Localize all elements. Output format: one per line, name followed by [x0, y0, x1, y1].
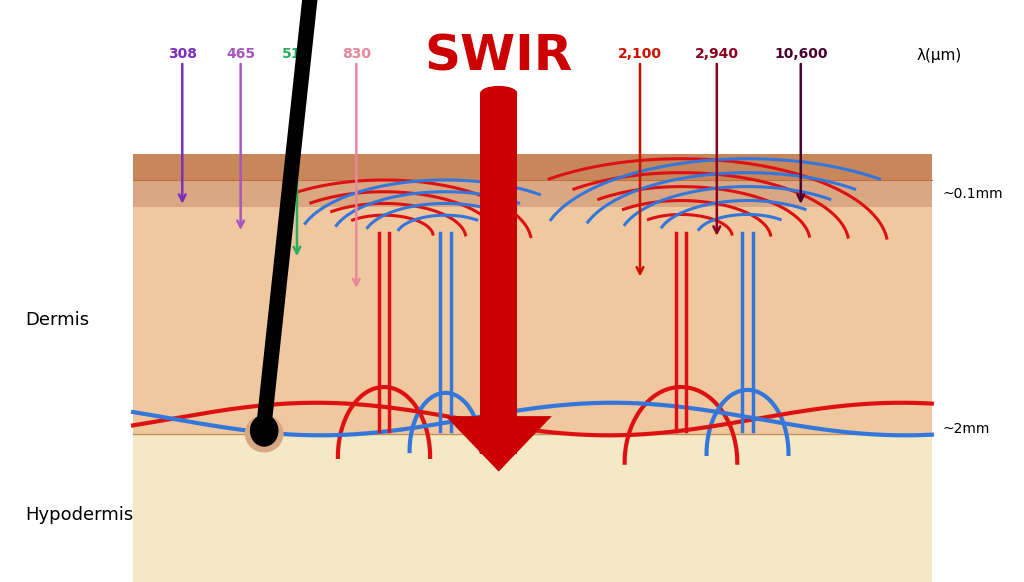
- Bar: [480, 93, 517, 454]
- Text: 308: 308: [168, 47, 197, 61]
- Text: 2,940: 2,940: [695, 47, 738, 61]
- Text: ~2mm: ~2mm: [942, 422, 989, 436]
- Text: Dermis: Dermis: [26, 311, 90, 329]
- Text: 830: 830: [342, 47, 371, 61]
- Text: SWIR: SWIR: [425, 32, 572, 80]
- Ellipse shape: [245, 414, 284, 453]
- Text: 515: 515: [283, 47, 311, 61]
- Bar: [133, 434, 932, 582]
- Bar: [133, 154, 932, 180]
- Text: Hypodermis: Hypodermis: [26, 506, 134, 524]
- Polygon shape: [445, 416, 552, 471]
- Ellipse shape: [250, 414, 279, 447]
- Bar: [480, 93, 517, 431]
- Ellipse shape: [480, 87, 517, 100]
- Bar: [133, 180, 932, 207]
- Bar: [133, 207, 932, 434]
- Text: 2,100: 2,100: [618, 47, 662, 61]
- Text: 10,600: 10,600: [774, 47, 827, 61]
- Text: ~0.1mm: ~0.1mm: [942, 186, 1002, 201]
- Text: 465: 465: [226, 47, 255, 61]
- Polygon shape: [450, 419, 548, 471]
- Polygon shape: [256, 0, 317, 428]
- Ellipse shape: [480, 86, 517, 100]
- Text: λ(μm): λ(μm): [916, 48, 962, 63]
